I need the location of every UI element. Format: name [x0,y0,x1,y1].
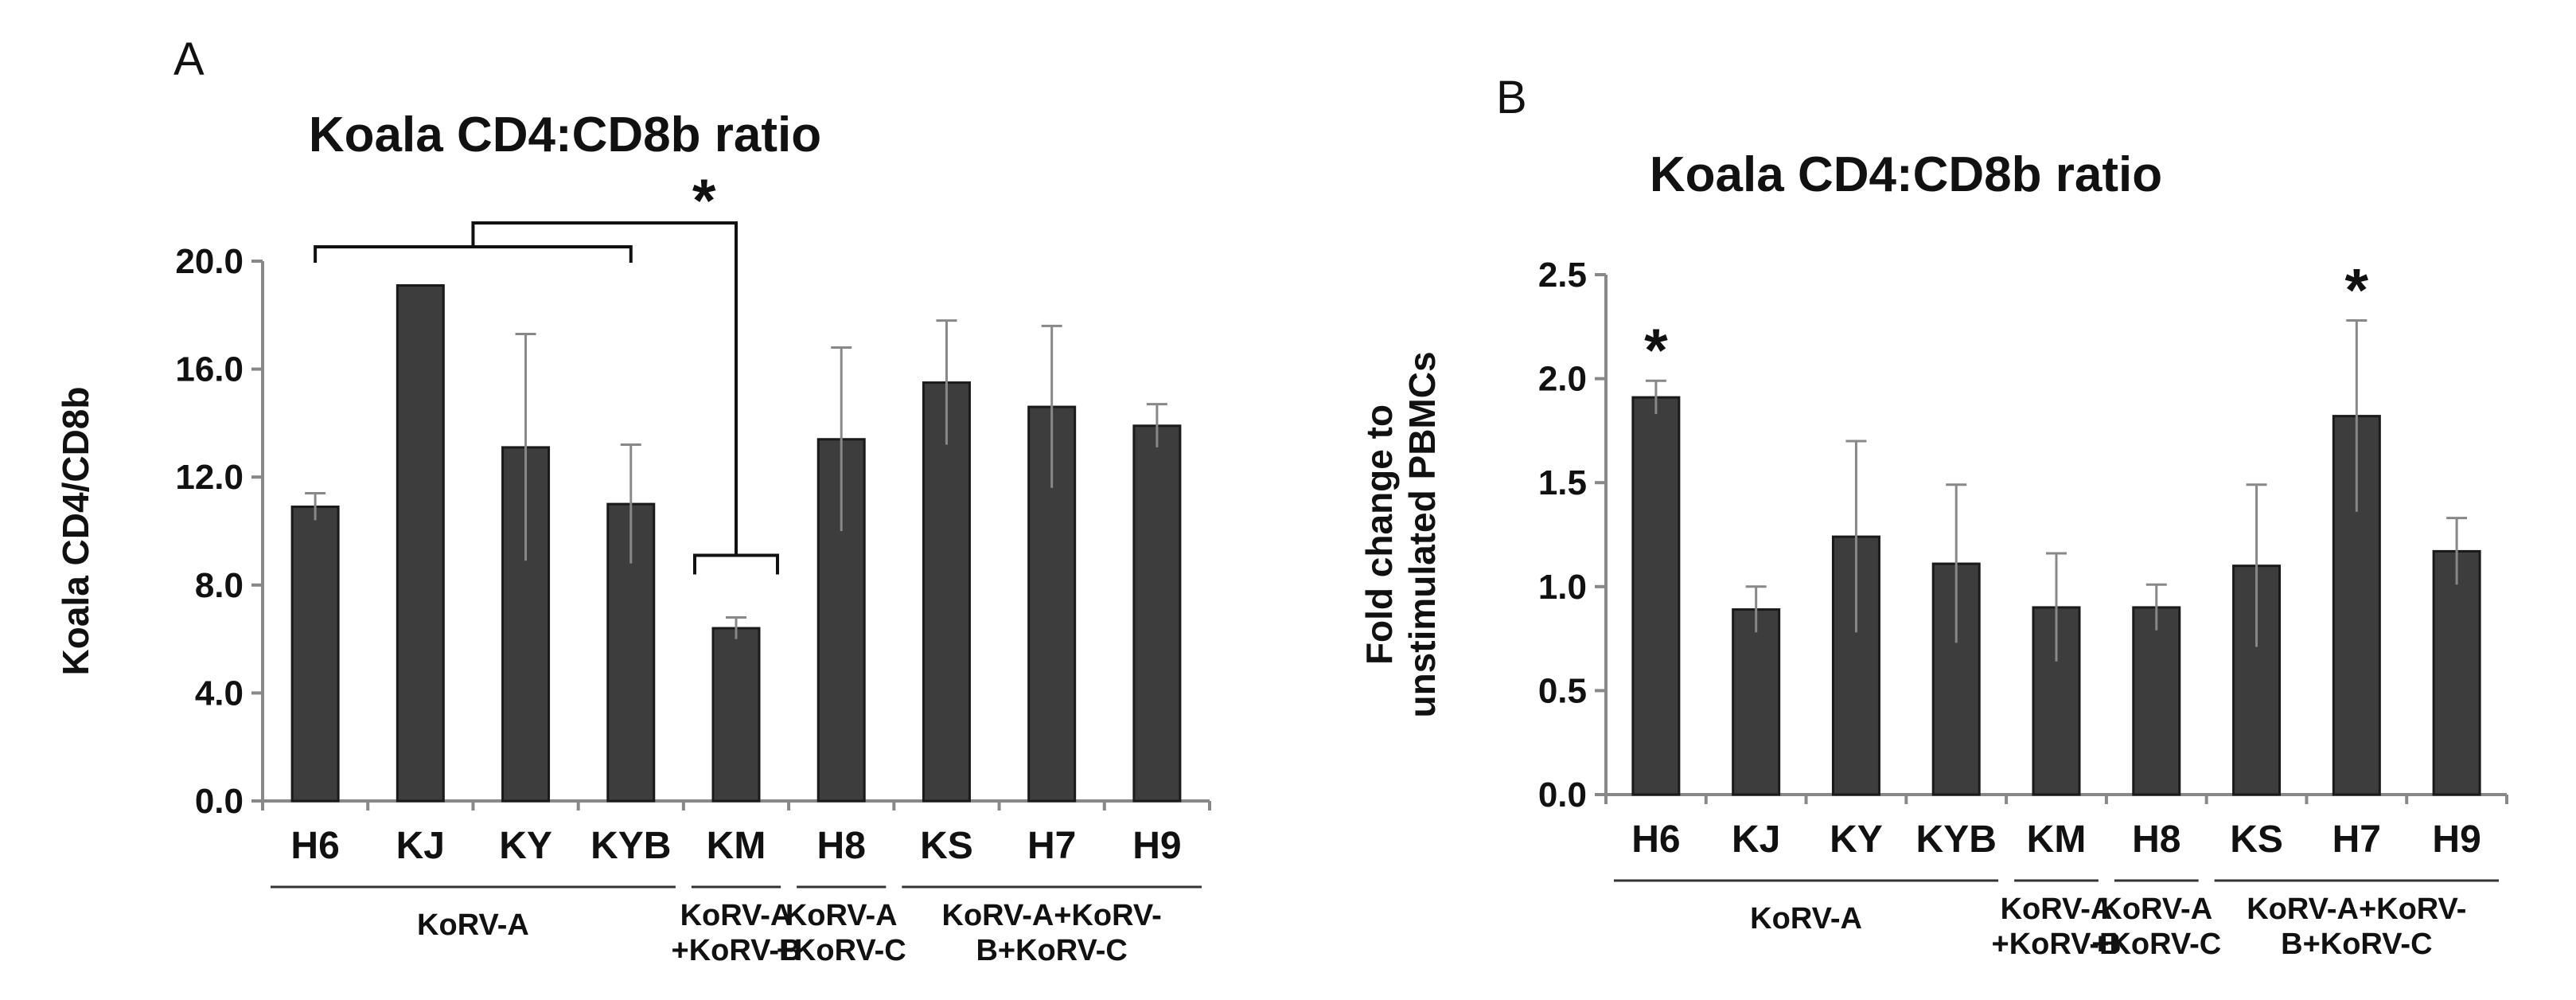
panel-a-group-label-1: +KoRV-B [672,934,801,967]
panel-a-group-label-0: KoRV-A [417,908,529,942]
panel-a-bar-H6 [290,505,340,803]
panel-a-y-label: Koala CD4/CD8b [55,387,96,676]
panel-b-bar-KJ [1732,608,1781,796]
panel-a-y-tick-label: 8.0 [195,566,244,605]
panel-a-bar-KM [711,627,761,803]
panel-a-group-label-1: KoRV-A [680,899,793,932]
panel-b-y-tick-label: 0.0 [1538,775,1587,814]
panel-b-group-label-1: +KoRV-B [1992,928,2122,961]
panel-a-title: Koala CD4:CD8b ratio [309,107,821,162]
panel-a-x-tick-label-H7: H7 [1027,825,1076,867]
panel-a: A Koala CD4:CD8b ratio 0.0 4.0 8.0 12.0 16.0 20… [55,33,1211,967]
panel-a-group-label-2: +KoRV-C [777,934,906,967]
panel-b-x-tick-label-KS: KS [2230,818,2283,861]
panel-b-group-label-3: KoRV-A+KoRV- [2247,893,2466,926]
panel-a-sig-connector [471,221,738,556]
panel-a-group-label-2: KoRV-A [785,899,898,932]
panel-b-x-tick-label-H8: H8 [2132,818,2180,861]
panel-a-x-tick-label-KS: KS [920,825,973,867]
panel-b-y-label: Fold change to unstimulated PBMCs [1358,351,1443,717]
panel-a-bar-H8 [816,438,866,803]
panel-b-x-tick-label-KJ: KJ [1732,818,1780,861]
panel-b-label: B [1496,72,1527,123]
panel-a-sig-bracket-group [314,245,633,263]
panel-a-group-label-3: B+KoRV-C [976,934,1127,967]
panel-a-x-tick-label-KY: KY [499,825,552,867]
panel-b-x-tick-label-KY: KY [1830,818,1883,861]
panel-a-x-tick-label-H6: H6 [290,825,339,867]
panel-a-sig-star: * [692,167,716,235]
panel-a-y-tick-label: 16.0 [175,350,244,389]
panel-b-bar-H9 [2432,549,2481,796]
panel-a-sig-bracket-target [693,553,779,575]
panel-a-y-tick-label: 20.0 [175,242,244,281]
panel-b-y-tick-label: 1.5 [1538,463,1587,502]
panel-b-group-label-1: KoRV-A [2001,893,2113,926]
panel-b-x-tick-label-H6: H6 [1631,818,1680,861]
panel-b-bar-H8 [2132,606,2181,796]
panel-b-y-tick-label: 0.5 [1538,671,1587,710]
panel-b-sig-star-H7: * [2345,256,2369,324]
panel-a-bar-KS [922,381,971,803]
panel-b-x-tick-label-H7: H7 [2332,818,2381,861]
panel-b-y-tick-label: 2.5 [1538,256,1587,295]
panel-b-group-label-2: KoRV-A [2100,893,2212,926]
panel-a-x-tick-label-KJ: KJ [396,825,445,867]
panel-a-y-tick-label: 12.0 [175,458,244,497]
panel-b-group-label-2: +KoRV-C [2091,928,2221,961]
panel-b-bar-H6 [1631,396,1681,796]
panel-a-x-tick-label-H8: H8 [817,825,866,867]
panel-a-x-tick-label-KM: KM [707,825,766,867]
panel-b-x-tick-label-H9: H9 [2432,818,2481,861]
panel-b: B Koala CD4:CD8b ratio 0.0 0.5 1.0 1.5 2.0 2.5 H… [1358,72,2508,961]
panel-a-label: A [173,33,205,85]
panel-b-x-tick-label-KM: KM [2027,818,2087,861]
panel-a-group-label-3: KoRV-A+KoRV- [942,899,1162,932]
panel-a-y-label-line: Koala CD4/CD8b [55,387,96,676]
panel-b-y-label-line: unstimulated PBMCs [1401,351,1443,717]
panel-a-x-tick-label-KYB: KYB [590,825,671,867]
panel-b-y-tick-label: 1.0 [1538,568,1587,607]
panel-b-group-label-0: KoRV-A [1750,902,1862,936]
panel-b-title: Koala CD4:CD8b ratio [1650,147,2162,202]
panel-b-x-tick-label-KYB: KYB [1916,818,1997,861]
panel-b-sig-star-H6: * [1644,317,1668,385]
panel-b-y-label-line: Fold change to [1358,404,1400,665]
panel-a-y-tick-label: 0.0 [195,782,244,821]
panel-a-bar-KJ [396,284,445,803]
panel-a-bar-H9 [1132,424,1182,803]
panel-b-group-label-3: B+KoRV-C [2281,928,2432,961]
panel-b-y-tick-label: 2.0 [1538,360,1587,399]
panel-a-x-tick-label-H9: H9 [1132,825,1181,867]
panel-a-y-tick-label: 4.0 [195,674,244,713]
